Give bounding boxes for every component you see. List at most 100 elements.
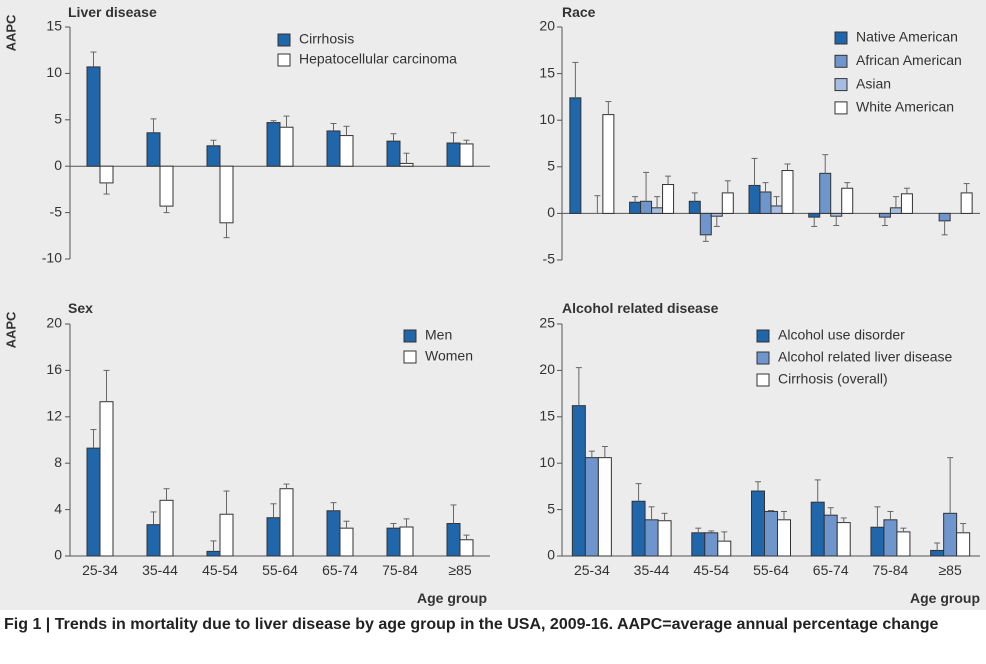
bar xyxy=(339,527,354,557)
y-tick-label: -10 xyxy=(42,250,62,266)
bar xyxy=(146,524,161,557)
bar xyxy=(644,519,659,557)
x-tick-label: 75-84 xyxy=(382,562,418,578)
bar xyxy=(870,526,885,557)
legend-swatch xyxy=(403,350,417,364)
bar xyxy=(841,187,854,214)
x-tick-label: ≥85 xyxy=(939,562,962,578)
bar xyxy=(810,501,825,557)
y-tick-label: 0 xyxy=(547,547,555,563)
figure-panel: Liver disease AAPC -10 -5 0 5 10 15 Cirrhosis Hep… xyxy=(0,0,986,610)
bar xyxy=(836,522,851,557)
bar xyxy=(759,191,772,214)
bar xyxy=(386,140,401,167)
legend-label: White American xyxy=(856,99,954,115)
x-tick-label: 35-44 xyxy=(142,562,178,578)
y-tick-label: -5 xyxy=(543,251,556,267)
chart-title: Race xyxy=(562,4,596,20)
bar xyxy=(99,401,114,557)
bar xyxy=(748,184,761,214)
legend-label: Women xyxy=(425,348,473,364)
x-axis-label: Age group xyxy=(417,590,487,606)
legend-label: Cirrhosis xyxy=(299,31,354,47)
bar xyxy=(823,514,838,557)
charts-svg: Liver disease AAPC -10 -5 0 5 10 15 Cirrhosis Hep… xyxy=(3,4,980,606)
chart-1: Liver disease AAPC -10 -5 0 5 10 15 Cirrhosis Hep… xyxy=(3,4,490,266)
y-tick-label: 16 xyxy=(46,361,62,377)
bar xyxy=(781,170,794,214)
bar xyxy=(266,517,281,557)
y-tick-label: 8 xyxy=(54,454,62,470)
chart-title: Liver disease xyxy=(68,4,157,20)
bar xyxy=(883,519,898,557)
legend-label: Asian xyxy=(856,75,891,91)
bar xyxy=(597,457,612,557)
bar xyxy=(86,447,101,557)
x-tick-label: 45-54 xyxy=(693,562,729,578)
bar xyxy=(662,184,675,214)
bar xyxy=(459,143,474,167)
bar xyxy=(279,126,294,167)
legend-swatch xyxy=(403,329,417,343)
bar xyxy=(938,212,951,222)
y-axis-label: AAPC xyxy=(3,311,18,348)
legend-swatch xyxy=(834,54,848,68)
bar xyxy=(446,523,461,557)
bar xyxy=(819,172,832,214)
bar xyxy=(99,165,114,184)
bar xyxy=(960,192,973,214)
x-tick-label: 25-34 xyxy=(82,562,118,578)
bar xyxy=(889,207,902,214)
bar xyxy=(446,142,461,167)
legend-swatch xyxy=(834,31,848,45)
x-tick-label: 55-64 xyxy=(753,562,789,578)
legend-swatch xyxy=(756,351,770,365)
y-tick-label: 10 xyxy=(539,454,555,470)
legend-label: Alcohol related liver disease xyxy=(778,349,953,365)
bar xyxy=(399,526,414,557)
bar xyxy=(206,550,221,557)
y-tick-label: 20 xyxy=(539,361,555,377)
bar xyxy=(386,527,401,557)
bar xyxy=(930,549,945,557)
y-tick-label: -5 xyxy=(50,203,63,219)
y-tick-label: 5 xyxy=(547,500,555,516)
bar xyxy=(691,532,706,557)
legend-label: Native American xyxy=(856,29,958,45)
chart-3: Sex AAPC 0 4 8 12 16 20 25-34 35-44 45-54 55-64 65-7… xyxy=(3,300,490,606)
bar xyxy=(808,212,821,218)
bar xyxy=(956,532,971,557)
bar xyxy=(777,519,791,557)
bar xyxy=(688,200,701,214)
y-tick-label: 20 xyxy=(539,18,555,34)
figure-caption: Fig 1 | Trends in mortality due to liver… xyxy=(4,616,939,633)
y-tick-label: 0 xyxy=(547,204,555,220)
y-tick-label: 5 xyxy=(54,111,62,127)
legend-swatch xyxy=(277,33,291,47)
x-tick-label: 65-74 xyxy=(813,562,849,578)
bar xyxy=(770,205,783,214)
bar xyxy=(764,510,778,557)
y-tick-label: 10 xyxy=(539,111,555,127)
bar xyxy=(266,122,281,167)
x-tick-label: ≥85 xyxy=(448,562,471,578)
legend-label: African American xyxy=(856,52,962,68)
y-tick-label: 10 xyxy=(46,64,62,80)
bar xyxy=(159,499,174,557)
bar xyxy=(459,539,474,557)
bar xyxy=(584,457,599,557)
x-tick-label: 75-84 xyxy=(873,562,909,578)
bar xyxy=(602,114,615,214)
x-tick-label: 35-44 xyxy=(634,562,670,578)
bar xyxy=(86,66,101,167)
y-tick-label: 25 xyxy=(539,315,555,331)
x-tick-label: 55-64 xyxy=(262,562,298,578)
x-tick-label: 25-34 xyxy=(574,562,610,578)
y-tick-label: 4 xyxy=(54,500,62,516)
x-tick-label: 65-74 xyxy=(322,562,358,578)
y-tick-label: 15 xyxy=(539,64,555,80)
bar xyxy=(569,97,582,214)
bar xyxy=(631,500,646,557)
bar xyxy=(830,212,843,217)
x-axis-label: Age group xyxy=(910,590,980,606)
